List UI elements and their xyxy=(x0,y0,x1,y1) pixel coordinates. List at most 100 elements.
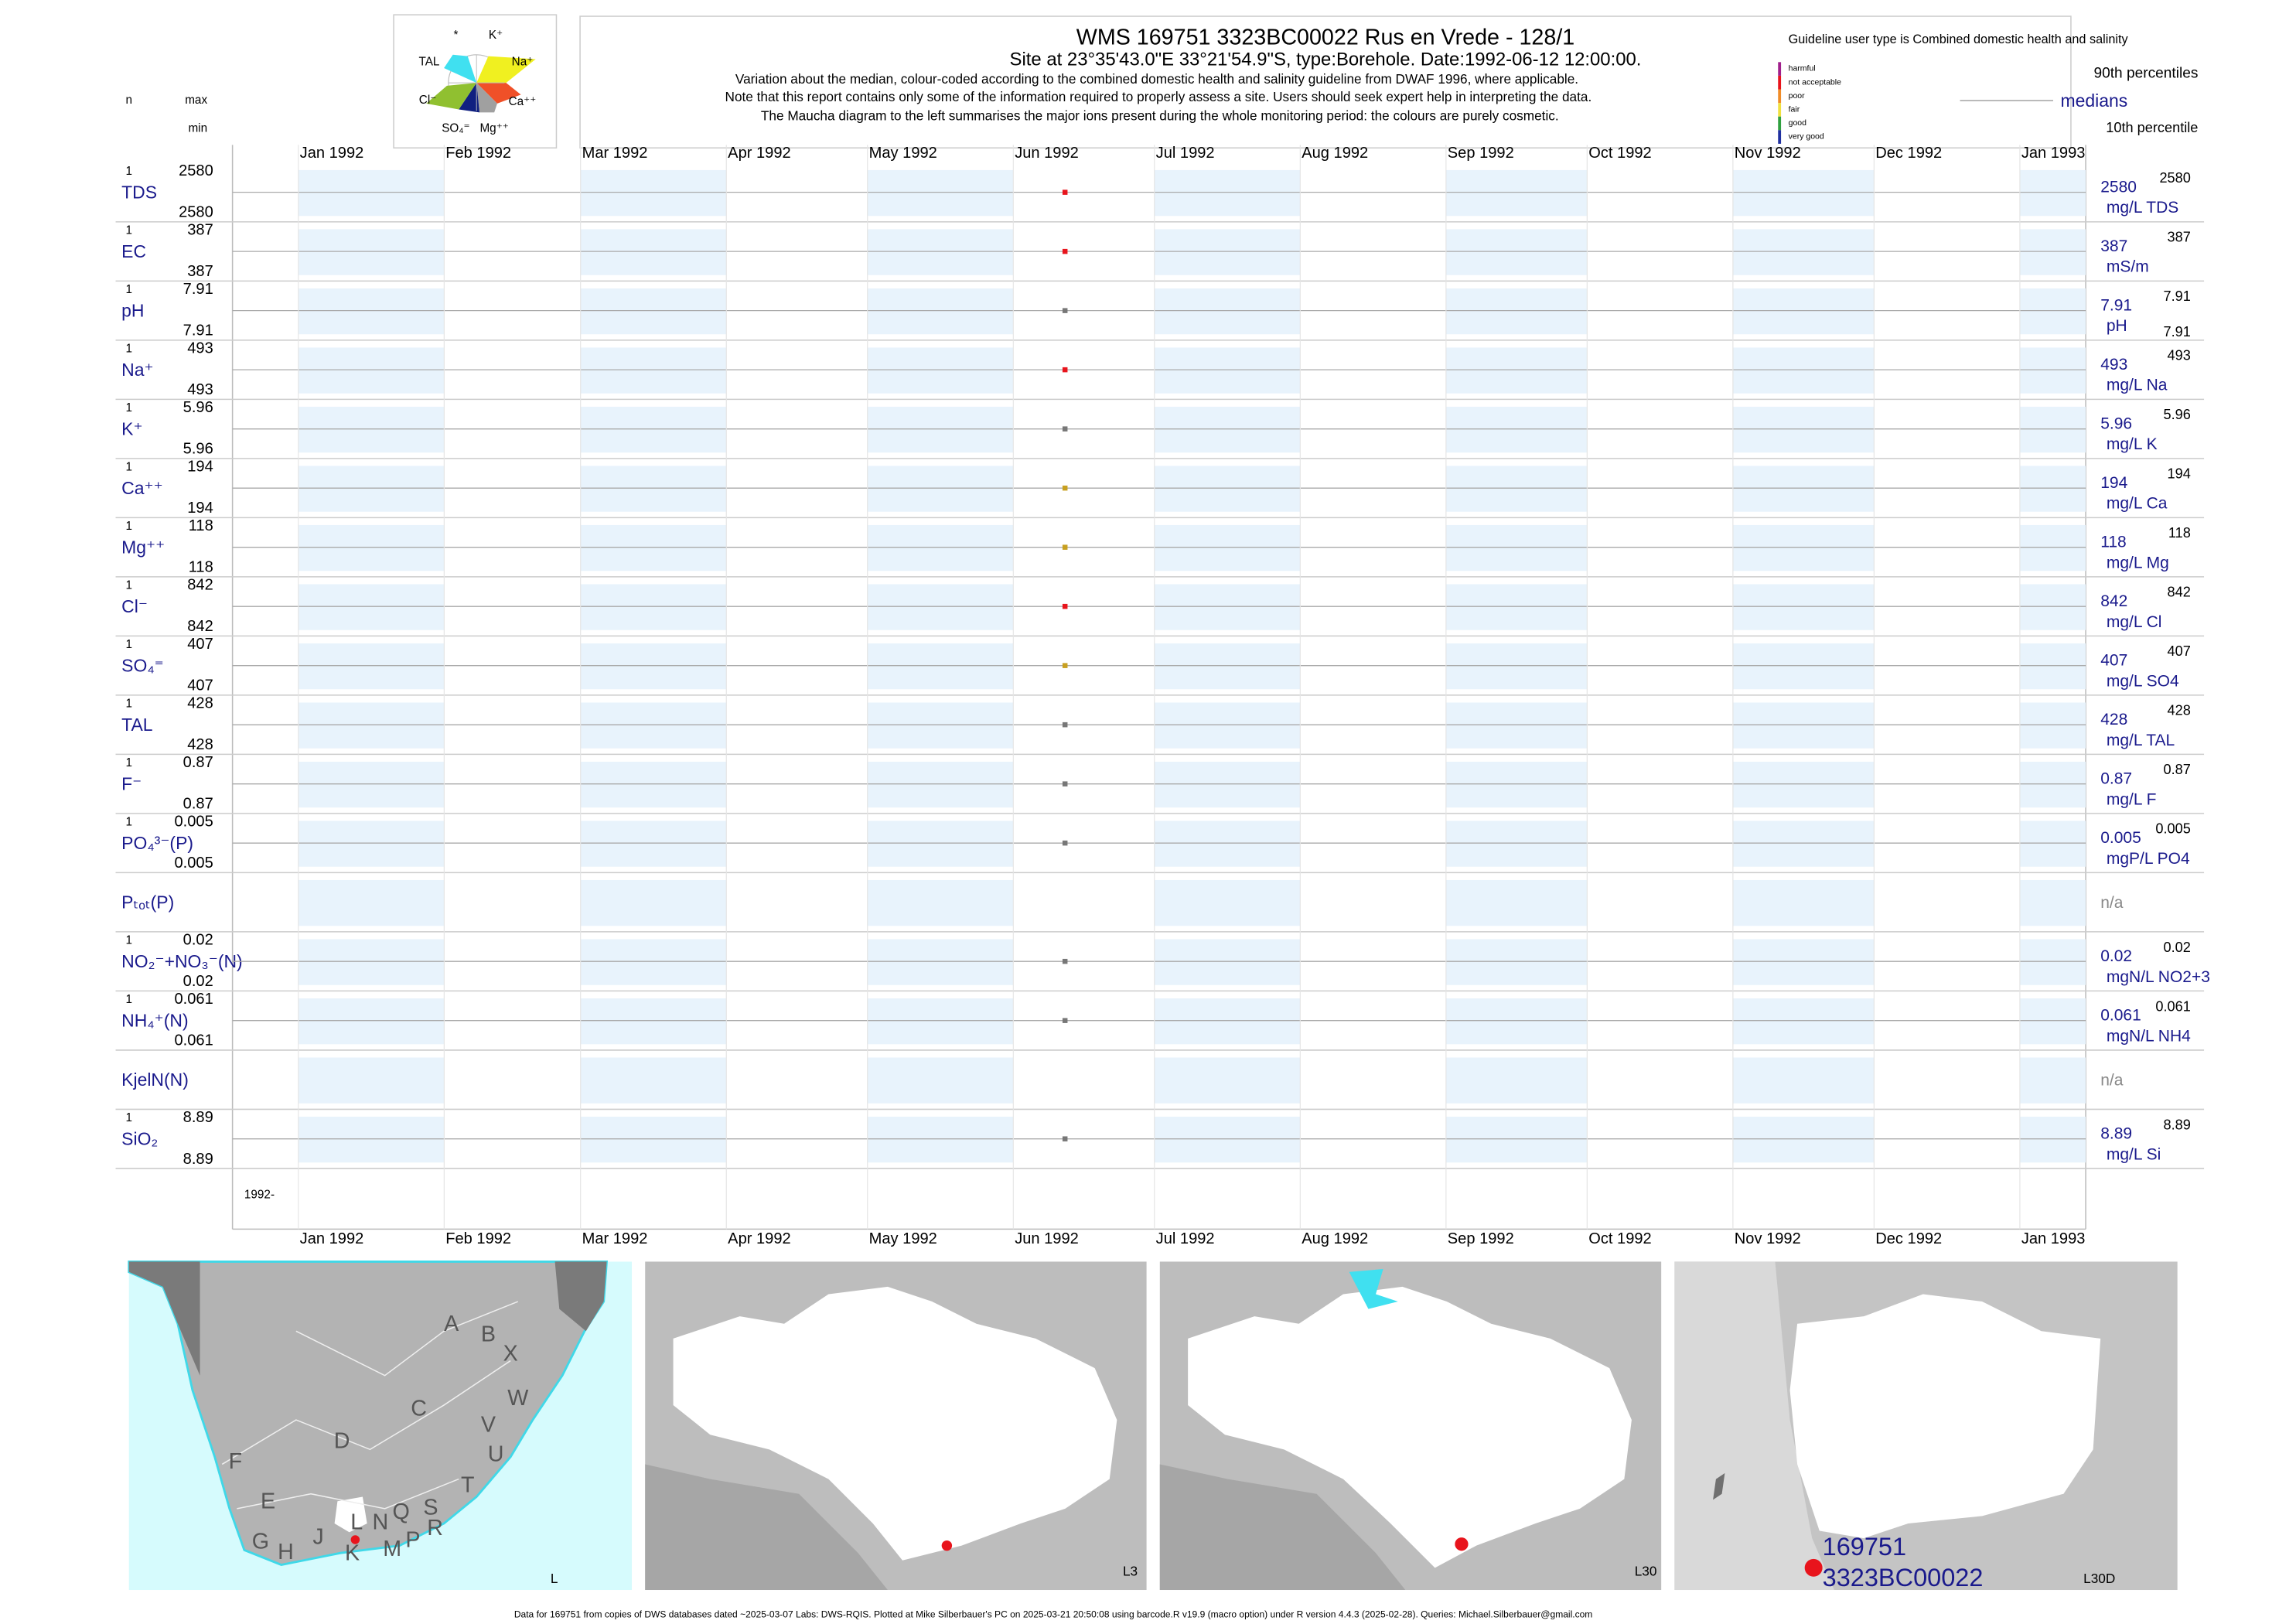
class-label: harmful xyxy=(1789,64,1816,73)
unit: pH xyxy=(2107,317,2127,335)
site-marker xyxy=(1804,1558,1823,1577)
p90-value: 118 xyxy=(2168,525,2191,541)
row-label: Mg⁺⁺ xyxy=(121,537,165,558)
month-band xyxy=(1732,288,1875,335)
month-band xyxy=(1445,1116,1588,1163)
month-band xyxy=(1732,1057,1875,1104)
month-band xyxy=(1732,702,1875,749)
month-band xyxy=(2019,1116,2086,1163)
row-min: 493 xyxy=(187,381,213,398)
month-label: May 1992 xyxy=(869,1230,937,1247)
month-band xyxy=(1154,1116,1301,1163)
month-band xyxy=(298,584,445,630)
region-letter: U xyxy=(488,1442,504,1467)
data-point xyxy=(1062,544,1068,550)
site-marker xyxy=(941,1540,953,1551)
row-label: TAL xyxy=(121,715,152,735)
month-band xyxy=(1445,1057,1588,1104)
median-value: 7.91 xyxy=(2100,296,2132,314)
site-marker xyxy=(350,1535,360,1544)
month-label: Jun 1992 xyxy=(1015,145,1079,162)
month-band xyxy=(2019,879,2086,926)
p90-value: 8.89 xyxy=(2164,1117,2191,1132)
month-label: Feb 1992 xyxy=(445,1230,511,1247)
month-band xyxy=(867,821,1014,867)
month-label: Jan 1992 xyxy=(300,1230,364,1247)
region-letter: L xyxy=(350,1510,363,1535)
region-letter: S xyxy=(423,1495,438,1520)
row-label: F⁻ xyxy=(121,774,142,794)
month-band xyxy=(867,939,1014,985)
month-band xyxy=(580,643,727,690)
median-value: 407 xyxy=(2100,651,2127,669)
month-band xyxy=(298,524,445,571)
row-label: SO₄⁼ xyxy=(121,656,164,676)
n-count: 1 xyxy=(125,165,132,178)
data-point xyxy=(1062,781,1068,786)
region-letter: D xyxy=(334,1428,350,1453)
month-label: Oct 1992 xyxy=(1588,1230,1651,1247)
unit: mS/m xyxy=(2107,258,2149,276)
month-label: Nov 1992 xyxy=(1735,1230,1801,1247)
class-swatch xyxy=(1778,103,1782,117)
p90-value: 407 xyxy=(2168,643,2191,659)
region-letter: H xyxy=(278,1540,294,1564)
month-band xyxy=(2019,466,2086,512)
median-value: 0.87 xyxy=(2100,769,2132,787)
row-label: Na⁺ xyxy=(121,360,153,380)
month-band xyxy=(867,879,1014,926)
median-value: 8.89 xyxy=(2100,1125,2132,1143)
month-band xyxy=(1732,466,1875,512)
month-band xyxy=(580,466,727,512)
month-label: Jan 1992 xyxy=(300,145,364,162)
class-label: fair xyxy=(1789,105,1800,114)
n-count: 1 xyxy=(125,283,132,296)
month-band xyxy=(2019,406,2086,453)
row-min: 387 xyxy=(187,263,213,280)
month-band xyxy=(1154,347,1301,394)
month-band xyxy=(1732,821,1875,867)
p90-value: 493 xyxy=(2168,348,2191,363)
month-band xyxy=(1154,821,1301,867)
data-point xyxy=(1062,958,1068,964)
region-letter: N xyxy=(373,1510,389,1535)
p90-value: 194 xyxy=(2168,466,2191,482)
region-letter: R xyxy=(427,1516,443,1540)
row-label: PO₄³⁻(P) xyxy=(121,833,193,853)
month-band xyxy=(867,288,1014,335)
month-band xyxy=(1154,584,1301,630)
p90-value: 7.91 xyxy=(2164,288,2191,304)
month-label: Sep 1992 xyxy=(1448,145,1514,162)
row-max: 194 xyxy=(187,459,213,476)
subtitle: Site at 23°35'43.0"E 33°21'54.9"S, type:… xyxy=(1010,49,1642,70)
row-max: 5.96 xyxy=(183,399,213,416)
region-letter: V xyxy=(481,1412,496,1437)
month-band xyxy=(1732,879,1875,926)
month-band xyxy=(1154,406,1301,453)
maucha-label: SO₄⁼ xyxy=(442,121,469,135)
month-band xyxy=(1732,939,1875,985)
row-min: 0.061 xyxy=(175,1032,213,1049)
site-marker xyxy=(1455,1537,1469,1551)
p90-value: 2580 xyxy=(2159,170,2190,186)
unit: mg/L F xyxy=(2107,790,2157,808)
p90-value: 428 xyxy=(2168,703,2191,718)
month-label: Jun 1992 xyxy=(1015,1230,1079,1247)
p90-value: 0.061 xyxy=(2155,998,2190,1014)
month-band xyxy=(1154,702,1301,749)
month-band xyxy=(867,466,1014,512)
month-band xyxy=(2019,347,2086,394)
month-band xyxy=(1445,821,1588,867)
month-band xyxy=(1445,702,1588,749)
month-band xyxy=(580,524,727,571)
month-band xyxy=(1732,347,1875,394)
row-min: 0.005 xyxy=(175,855,213,872)
month-label: Dec 1992 xyxy=(1875,1230,1942,1247)
maucha-label: * xyxy=(453,29,458,42)
month-band xyxy=(867,643,1014,690)
month-band xyxy=(1445,524,1588,571)
month-band xyxy=(1732,169,1875,217)
month-band xyxy=(580,702,727,749)
